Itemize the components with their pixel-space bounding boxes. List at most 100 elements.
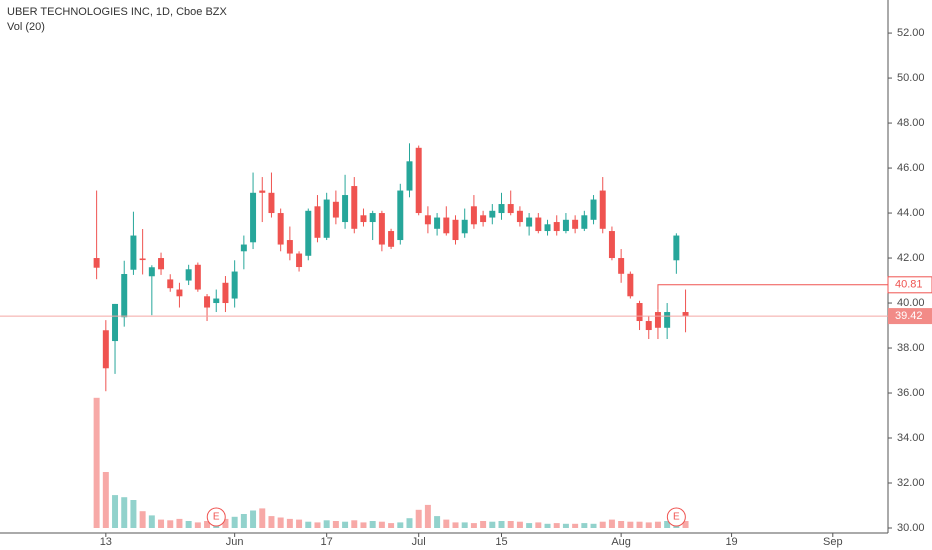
volume-bar — [535, 522, 542, 528]
candle-body — [222, 282, 229, 304]
volume-bar — [176, 518, 183, 528]
candle-body — [268, 192, 275, 214]
candle-body — [397, 190, 404, 241]
volume-bar — [599, 521, 606, 528]
volume-bar — [627, 521, 634, 528]
volume-bar — [507, 521, 514, 528]
candle-body — [139, 258, 146, 261]
volume-bar — [572, 523, 579, 528]
y-tick-label: 44.00 — [897, 207, 925, 219]
earnings-label: E — [673, 512, 680, 523]
volume-bar — [369, 521, 376, 528]
volume-bar — [112, 495, 119, 528]
candle-body — [240, 244, 247, 252]
volume-bar — [526, 523, 533, 528]
candle-body — [682, 312, 689, 317]
candle-body — [286, 240, 293, 254]
candle-body — [121, 274, 128, 318]
candle-body — [176, 289, 183, 297]
volume-bar — [360, 522, 367, 528]
volume-bar — [332, 521, 339, 528]
volume-bar — [167, 520, 174, 528]
marker-price-line — [657, 284, 888, 310]
candle-body — [526, 217, 533, 227]
volume-bar — [305, 521, 312, 528]
volume-bar — [645, 522, 652, 528]
volume-bar — [498, 521, 505, 528]
volume-bar — [618, 521, 625, 528]
candle-body — [654, 312, 661, 328]
candle-body — [590, 199, 597, 220]
candle-body — [608, 231, 615, 259]
candle-body — [93, 258, 100, 268]
volume-bar — [388, 523, 395, 528]
candle-body — [553, 222, 560, 232]
chart-title: UBER TECHNOLOGIES INC, 1D, Cboe BZX — [7, 6, 228, 18]
candle-body — [332, 201, 339, 218]
candle-body — [480, 215, 487, 223]
x-tick-label: Aug — [611, 536, 631, 548]
volume-bar — [102, 472, 109, 528]
candle-body — [277, 213, 284, 245]
candle-body — [158, 258, 165, 270]
x-tick-label: 15 — [495, 536, 507, 548]
candle-body — [599, 190, 606, 229]
volume-bar — [608, 519, 615, 528]
volume-bar — [286, 518, 293, 528]
candle-body — [148, 267, 155, 277]
x-tick-label: Sep — [823, 536, 843, 548]
y-tick-label: 36.00 — [897, 387, 925, 399]
volume-bar — [148, 515, 155, 528]
y-tick-label: 32.00 — [897, 477, 925, 489]
volume-bar — [194, 522, 201, 528]
earnings-marker — [666, 507, 686, 527]
candle-body — [636, 303, 643, 322]
candle-body — [351, 186, 358, 229]
volume-bar — [351, 520, 358, 528]
candle-body — [213, 298, 220, 304]
volume-bar — [277, 517, 284, 528]
volume-label: Vol (20) — [7, 21, 45, 33]
volume-bar — [590, 523, 597, 528]
volume-bar — [406, 518, 413, 528]
candle-body — [185, 269, 192, 281]
candle-body — [415, 147, 422, 214]
volume-bar — [93, 397, 100, 528]
marker-price-label: 40.81 — [895, 279, 923, 291]
candle-body — [102, 330, 109, 369]
volume-bar — [268, 516, 275, 528]
candle-body — [112, 303, 119, 342]
volume-bar — [562, 523, 569, 528]
volume-bar — [250, 510, 257, 528]
candle-body — [461, 219, 468, 234]
x-tick-label: Jul — [412, 536, 426, 548]
x-tick-label: Jun — [226, 536, 244, 548]
y-tick-label: 50.00 — [897, 72, 925, 84]
candle-body — [360, 215, 367, 223]
x-tick-label: 13 — [100, 536, 112, 548]
volume-bar — [553, 523, 560, 528]
volume-bar — [231, 516, 238, 528]
candle-body — [498, 204, 505, 214]
last-price-label: 39.42 — [895, 310, 923, 322]
volume-bar — [544, 523, 551, 528]
candle-body — [296, 253, 303, 268]
y-tick-label: 40.00 — [897, 297, 925, 309]
y-tick-label: 34.00 — [897, 432, 925, 444]
earnings-marker — [206, 507, 226, 527]
candle-body — [470, 206, 477, 225]
y-tick-label: 42.00 — [897, 252, 925, 264]
volume-bar — [461, 522, 468, 528]
volume-bar — [139, 511, 146, 528]
candle-body — [581, 215, 588, 229]
candle-body — [664, 312, 671, 328]
candle-body — [535, 217, 542, 232]
volume-bar — [222, 518, 229, 528]
candle-body — [369, 213, 376, 223]
candle-body — [489, 210, 496, 218]
y-tick-label: 52.00 — [897, 27, 925, 39]
volume-bar — [158, 519, 165, 528]
y-tick-label: 38.00 — [897, 342, 925, 354]
